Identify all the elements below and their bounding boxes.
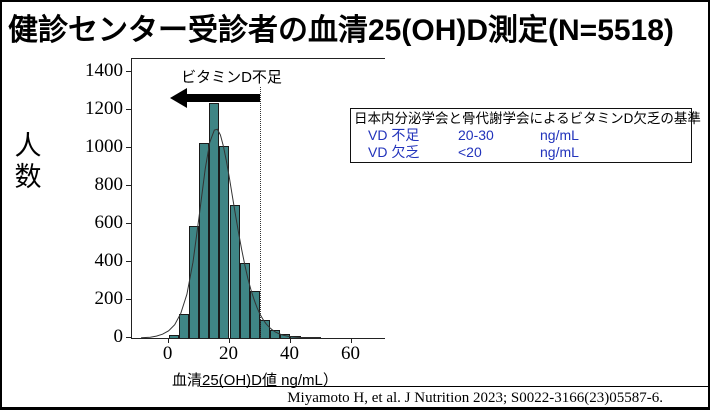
y-tick-mark <box>126 337 131 338</box>
histogram-bar <box>168 335 179 338</box>
criteria-range: 20-30 <box>458 127 494 143</box>
criteria-row-deficiency: VD 欠乏 <20 ng/mL <box>354 144 688 161</box>
insufficiency-arrow <box>185 93 260 102</box>
x-tick-label: 60 <box>341 343 360 364</box>
threshold-dashed-line <box>260 71 261 338</box>
criteria-box-title: 日本内分泌学会と骨代謝学会によるビタミンD欠乏の基準 <box>354 111 701 126</box>
y-tick-label: 0 <box>113 326 124 347</box>
criteria-row-insufficiency: VD 不足 20-30 ng/mL <box>354 127 688 144</box>
histogram-bar <box>219 146 230 338</box>
criteria-name: VD 欠乏 <box>368 144 420 160</box>
histogram-bar <box>178 314 189 338</box>
histogram-bar <box>199 142 210 338</box>
y-tick-mark <box>126 223 131 225</box>
x-tick-mark <box>167 338 169 343</box>
y-tick-label: 1400 <box>85 60 123 82</box>
x-tick-label: 40 <box>280 343 299 364</box>
x-tick-mark <box>289 338 291 343</box>
y-tick-mark <box>126 299 131 300</box>
criteria-range: <20 <box>458 144 482 160</box>
criteria-unit: ng/mL <box>540 127 579 143</box>
histogram-bar <box>209 102 220 338</box>
criteria-box: 日本内分泌学会と骨代謝学会によるビタミンD欠乏の基準 VD 不足 20-30 n… <box>350 108 701 163</box>
y-tick-label: 400 <box>94 250 124 272</box>
y-tick-label: 600 <box>94 212 124 234</box>
y-tick-label: 1200 <box>85 98 123 120</box>
distribution-curve <box>141 128 322 339</box>
slide-title: 健診センター受診者の血清25(OH)D測定(N=5518) <box>8 14 674 47</box>
y-tick-mark <box>126 261 131 263</box>
y-tick-mark <box>126 109 131 111</box>
y-tick-mark <box>126 147 131 149</box>
x-tick-mark <box>350 338 352 343</box>
y-tick-label: 200 <box>94 288 124 309</box>
x-tick-label: 0 <box>162 343 173 364</box>
y-axis-label: 人数 <box>14 131 42 193</box>
x-tick-mark <box>228 338 230 343</box>
histogram-bar <box>229 205 240 338</box>
footer-divider-line <box>200 386 708 387</box>
insufficiency-arrow-label: ビタミンD不足 <box>178 65 285 87</box>
y-tick-mark <box>126 71 131 73</box>
histogram-plot-area: ビタミンD不足 <box>131 58 385 339</box>
x-axis-label: 血清25(OH)D値 ng/mL） <box>172 372 338 389</box>
citation-text: Miyamoto H, et al. J Nutrition 2023; S00… <box>287 390 663 406</box>
y-tick-label: 800 <box>94 174 124 196</box>
criteria-unit: ng/mL <box>540 144 579 160</box>
y-tick-mark <box>126 185 131 187</box>
y-tick-label: 1000 <box>85 136 123 158</box>
criteria-name: VD 不足 <box>368 127 420 143</box>
left-arrow-icon <box>170 87 188 108</box>
x-tick-label: 20 <box>219 343 238 364</box>
